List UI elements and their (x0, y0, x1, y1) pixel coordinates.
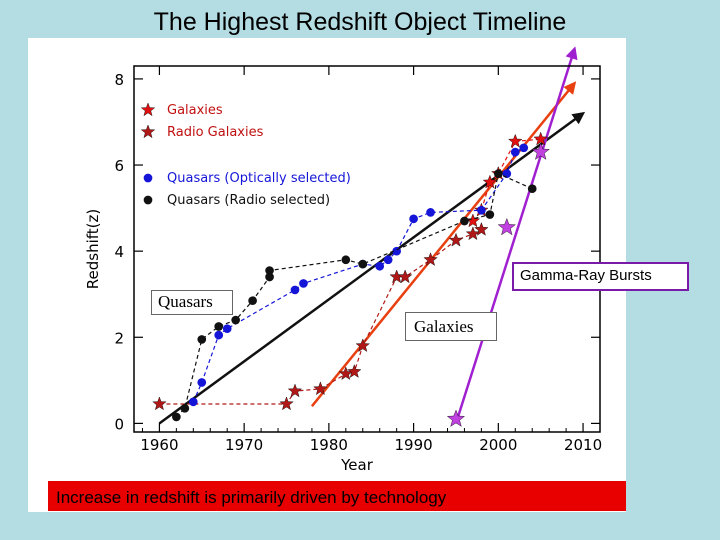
data-point (180, 403, 190, 413)
data-point (152, 396, 167, 411)
data-point (465, 226, 481, 241)
data-point (290, 285, 300, 295)
axes-layer: 1960 1970 1980 1990 2000 2010 0 2 4 6 8 Year Redshif… (84, 65, 602, 474)
data-point (508, 133, 523, 148)
data-point (493, 169, 503, 178)
data-point (531, 142, 550, 160)
data-point (287, 383, 303, 398)
data-point (197, 378, 207, 387)
data-point (214, 330, 224, 340)
x-tick-label: 1990 (395, 436, 433, 454)
data-point (448, 232, 464, 247)
plot-frame (133, 65, 601, 433)
data-point (397, 269, 413, 284)
legend-marker (143, 195, 153, 205)
legend: Galaxies Radio Galaxies Quasars (Optically… (140, 102, 351, 208)
x-tick-label: 1960 (140, 436, 178, 454)
data-point (474, 222, 489, 236)
y-tick-label: 4 (114, 243, 124, 261)
series-radio-galaxies (152, 222, 489, 411)
x-axis-label: Year (340, 456, 374, 474)
x-tick-label: 2010 (564, 436, 602, 454)
data-point (527, 184, 537, 194)
legend-label: Radio Galaxies (167, 125, 264, 140)
chart-plot: 1960 1970 1980 1990 2000 2010 0 2 4 6 8 Year Redshif… (84, 46, 602, 474)
y-axis-label: Redshift(z) (84, 209, 102, 289)
data-point (265, 266, 274, 275)
data-point (485, 210, 495, 219)
data-point (188, 397, 198, 407)
x-tick-label: 1970 (225, 436, 263, 454)
data-point (299, 279, 308, 288)
series-layer (152, 131, 550, 427)
data-point (214, 322, 224, 331)
slide-title: The Highest Redshift Object Timeline (153, 8, 567, 36)
data-point (460, 216, 469, 226)
y-tick-label: 8 (114, 71, 124, 89)
legend-label: Quasars (Optically selected) (167, 171, 351, 186)
trend-line (454, 46, 578, 424)
legend-marker (140, 102, 156, 117)
trend-line (310, 81, 577, 407)
data-point (197, 335, 207, 344)
trend-lines-layer (158, 46, 586, 425)
data-point (355, 338, 370, 352)
data-point (341, 255, 351, 265)
data-point (265, 272, 274, 282)
x-tick-label: 2000 (479, 436, 517, 454)
y-tick-label: 6 (114, 157, 124, 175)
data-point (231, 315, 241, 325)
data-point (172, 412, 181, 422)
data-point (423, 252, 438, 266)
series-gamma-ray-bursts (446, 142, 550, 427)
data-point (358, 259, 368, 269)
series-quasars-radio-selected (172, 169, 537, 422)
galaxies-label: Galaxies (405, 312, 497, 341)
data-point (222, 324, 232, 333)
data-point (482, 174, 498, 189)
data-point (533, 131, 548, 146)
data-point (383, 255, 393, 265)
gamma-ray-bursts-label: Gamma-Ray Bursts (512, 262, 689, 291)
data-point (248, 296, 257, 306)
x-tick-label: 1980 (310, 436, 348, 454)
data-point (426, 208, 435, 217)
data-point (313, 381, 328, 396)
trend-line (158, 111, 586, 425)
caption-banner: Increase in redshift is primarily driven… (48, 481, 626, 511)
y-tick-label: 0 (114, 415, 124, 433)
y-tick-label: 2 (114, 329, 124, 347)
data-point (375, 261, 385, 271)
data-point (519, 143, 529, 153)
legend-label: Quasars (Radio selected) (167, 193, 330, 208)
data-point (347, 364, 362, 378)
data-point (510, 147, 520, 157)
legend-label: Galaxies (167, 103, 223, 118)
data-point (279, 396, 294, 411)
legend-marker (140, 124, 156, 139)
data-point (477, 205, 486, 215)
data-point (497, 217, 516, 236)
data-point (446, 409, 466, 427)
quasars-label: Quasars (151, 290, 233, 315)
data-point (409, 214, 418, 224)
legend-marker (143, 173, 153, 183)
